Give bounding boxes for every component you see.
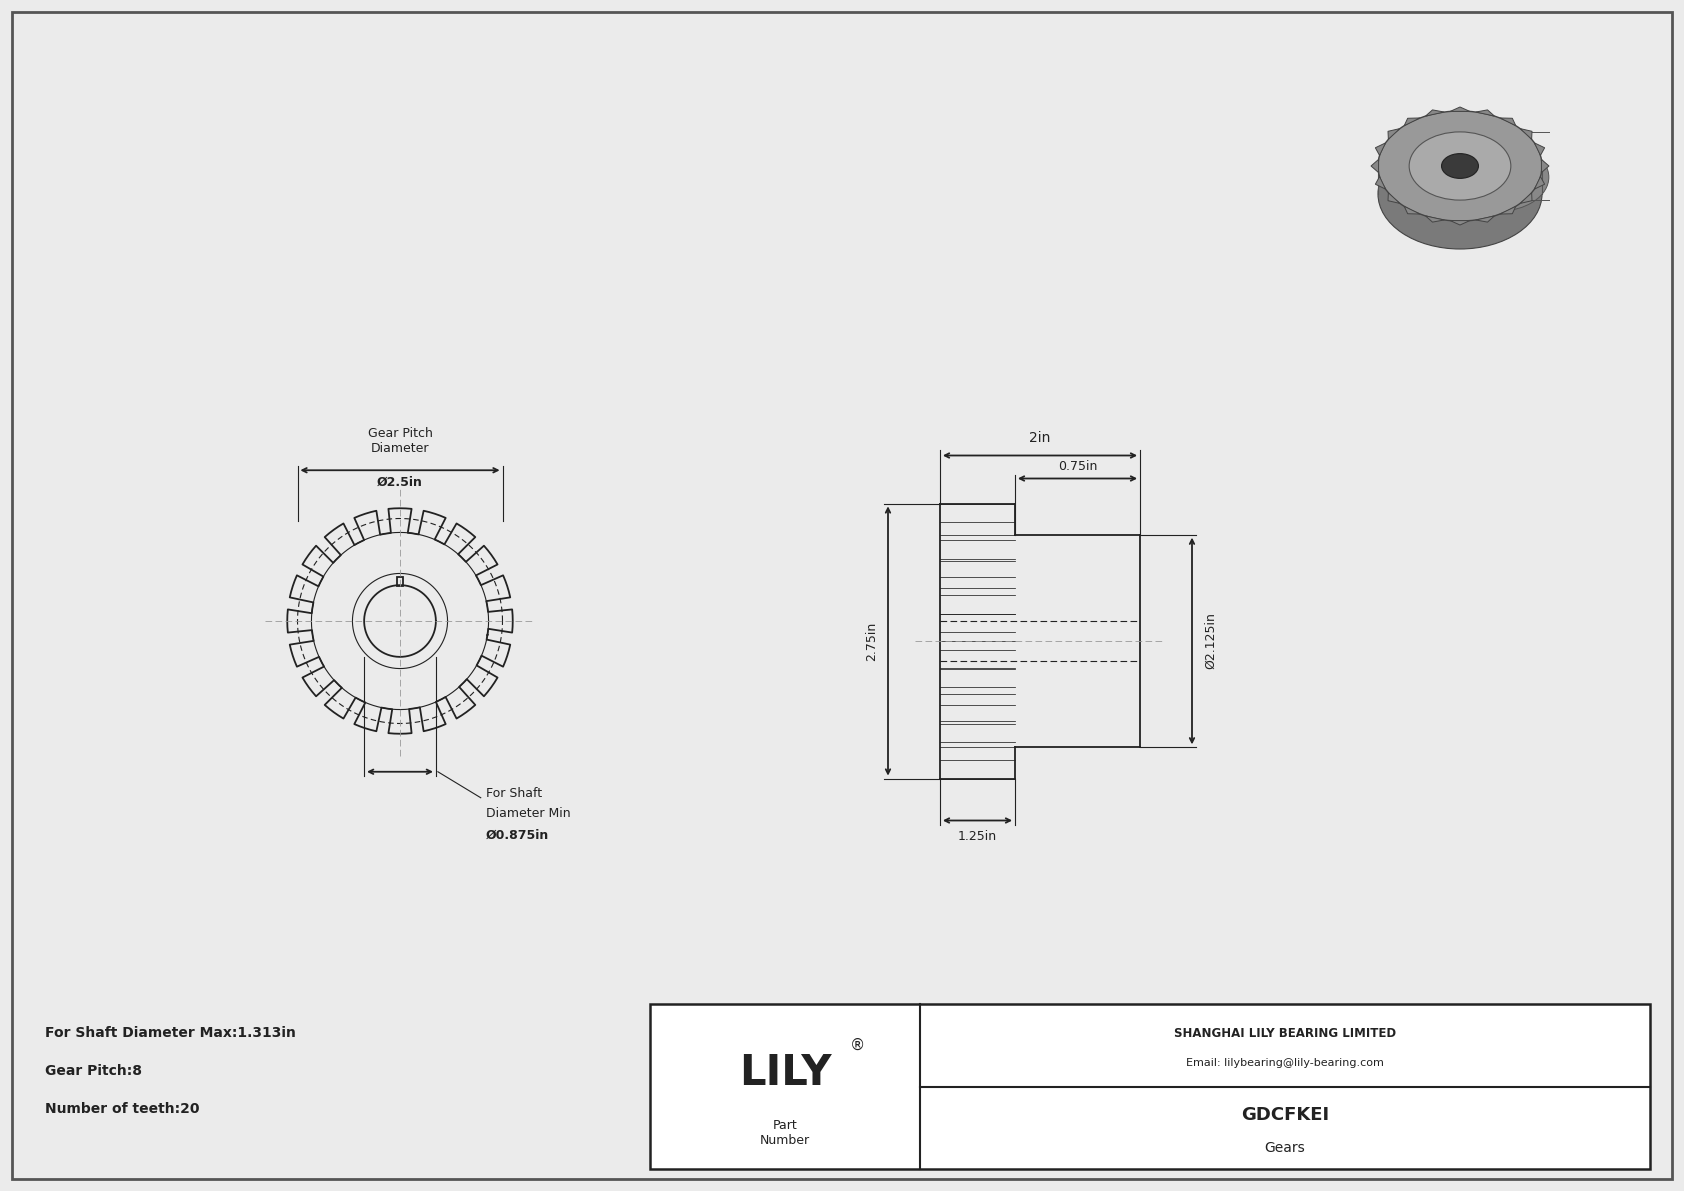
Polygon shape xyxy=(1426,216,1445,222)
Text: Ø2.5in: Ø2.5in xyxy=(377,475,423,488)
Text: 2in: 2in xyxy=(1029,431,1051,445)
Polygon shape xyxy=(1521,129,1532,139)
Text: Part
Number: Part Number xyxy=(759,1118,810,1147)
Ellipse shape xyxy=(1378,111,1543,222)
Ellipse shape xyxy=(1378,139,1543,249)
Text: 0.75in: 0.75in xyxy=(1058,460,1098,473)
Polygon shape xyxy=(1450,220,1470,225)
Ellipse shape xyxy=(1442,154,1479,179)
Polygon shape xyxy=(1534,143,1544,155)
Polygon shape xyxy=(1404,206,1420,214)
Polygon shape xyxy=(1534,176,1544,189)
Text: GDCFKEI: GDCFKEI xyxy=(1241,1105,1329,1123)
Polygon shape xyxy=(1500,206,1516,214)
Polygon shape xyxy=(1541,160,1549,173)
Polygon shape xyxy=(1388,193,1399,204)
Text: 1.25in: 1.25in xyxy=(958,830,997,843)
Polygon shape xyxy=(1376,143,1386,155)
Polygon shape xyxy=(1376,176,1386,189)
Text: Ø2.125in: Ø2.125in xyxy=(1204,612,1218,669)
Text: Diameter: Diameter xyxy=(370,442,429,455)
Text: Gears: Gears xyxy=(1265,1141,1305,1154)
Ellipse shape xyxy=(1447,143,1549,211)
Text: 2.75in: 2.75in xyxy=(866,622,877,661)
Text: Number of teeth:20: Number of teeth:20 xyxy=(45,1102,199,1116)
Text: LILY: LILY xyxy=(739,1053,832,1095)
Polygon shape xyxy=(1450,107,1470,112)
Text: ®: ® xyxy=(849,1037,864,1053)
Bar xyxy=(650,1004,1650,1170)
Text: SHANGHAI LILY BEARING LIMITED: SHANGHAI LILY BEARING LIMITED xyxy=(1174,1027,1396,1040)
Polygon shape xyxy=(1500,118,1516,126)
Text: Gear Pitch: Gear Pitch xyxy=(367,428,433,441)
Bar xyxy=(397,576,402,586)
Ellipse shape xyxy=(1410,132,1511,200)
Text: Ø0.875in: Ø0.875in xyxy=(485,829,549,842)
Text: For Shaft Diameter Max:1.313in: For Shaft Diameter Max:1.313in xyxy=(45,1025,296,1040)
Polygon shape xyxy=(1475,216,1494,222)
Text: Email: lilybearing@lily-bearing.com: Email: lilybearing@lily-bearing.com xyxy=(1186,1059,1384,1068)
Polygon shape xyxy=(1404,118,1420,126)
Text: Gear Pitch:8: Gear Pitch:8 xyxy=(45,1064,141,1078)
Polygon shape xyxy=(1388,129,1399,139)
Polygon shape xyxy=(1475,110,1494,116)
Polygon shape xyxy=(1426,110,1445,116)
Polygon shape xyxy=(1371,160,1379,173)
Text: For Shaft: For Shaft xyxy=(485,787,542,799)
Text: Diameter Min: Diameter Min xyxy=(485,806,571,819)
Polygon shape xyxy=(1521,193,1532,204)
